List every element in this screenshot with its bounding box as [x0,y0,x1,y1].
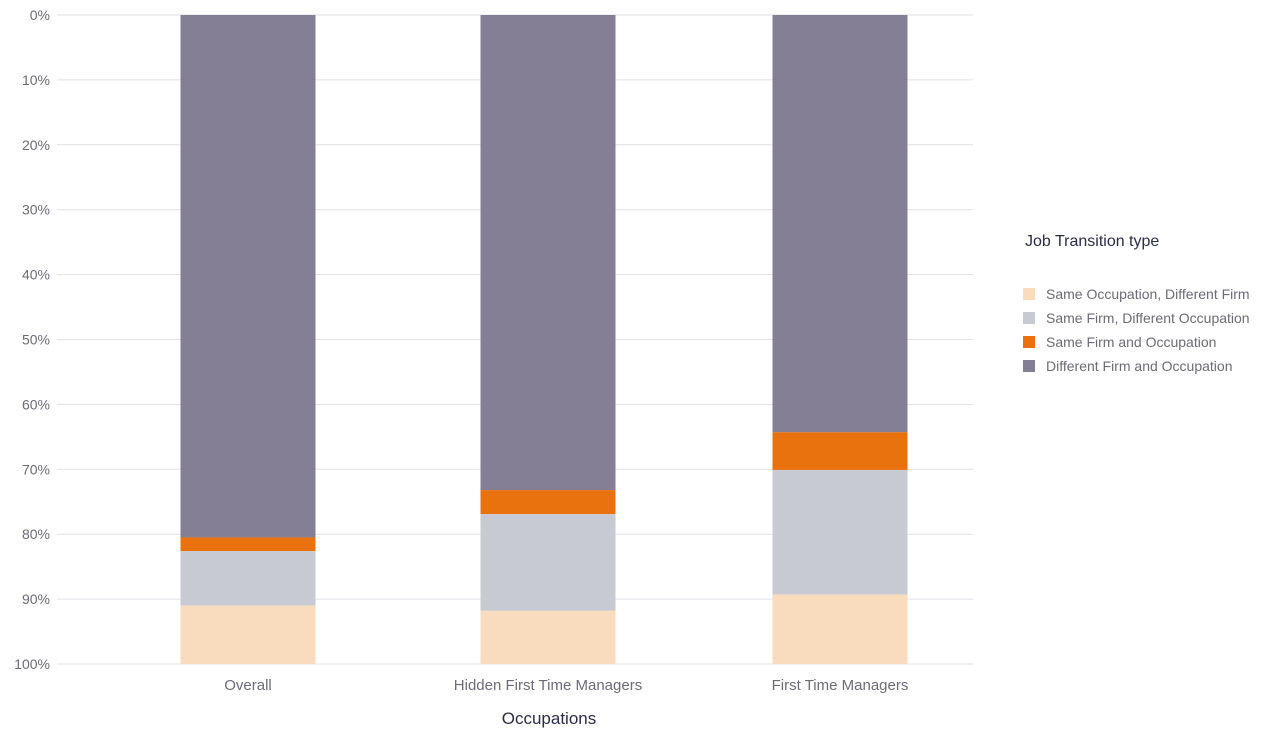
legend-label: Same Firm and Occupation [1046,334,1216,350]
y-tick-label: 20% [22,137,50,153]
y-tick-label: 90% [22,591,50,607]
bar-segment-same-occupation-different-firm [772,594,908,664]
bar-segment-same-firm-and-occupation [180,537,316,552]
x-category-label: Overall [224,677,272,694]
y-tick-label: 10% [22,72,50,88]
legend-swatch [1023,336,1035,348]
legend-swatch [1023,288,1035,300]
bar-segment-same-firm-different-occupation [772,469,908,595]
bar-segment-same-firm-different-occupation [180,551,316,606]
y-tick-label: 40% [22,267,50,283]
legend-label: Different Firm and Occupation [1046,358,1233,374]
legend-swatch [1023,312,1035,324]
y-tick-label: 70% [22,461,50,477]
bar-segment-same-firm-different-occupation [480,514,616,611]
y-tick-label: 80% [22,526,50,542]
y-tick-label: 100% [14,656,50,672]
bar-segment-same-occupation-different-firm [480,610,616,664]
bar-segment-same-firm-and-occupation [772,432,908,470]
legend-label: Same Occupation, Different Firm [1046,286,1250,302]
legend-swatch [1023,360,1035,372]
legend-title: Job Transition type [1025,233,1159,250]
y-tick-label: 30% [22,202,50,218]
legend: Job Transition type Same Occupation, Dif… [1023,233,1250,374]
bars [180,15,908,664]
bar-segment-different-firm-and-occupation [772,15,908,433]
x-axis-categories: Overall Hidden First Time Managers First T… [224,677,908,694]
y-tick-label: 60% [22,396,50,412]
y-tick-label: 0% [30,7,50,23]
legend-label: Same Firm, Different Occupation [1046,310,1250,326]
x-axis-title: Occupations [502,709,597,728]
x-category-label: Hidden First Time Managers [454,677,642,694]
x-category-label: First Time Managers [772,677,909,694]
bar-segment-same-firm-and-occupation [480,490,616,515]
y-axis-ticks: 0% 10% 20% 30% 40% 50% 60% 70% 80% 90% 100% [14,7,50,672]
bar-segment-same-occupation-different-firm [180,605,316,664]
bar-segment-different-firm-and-occupation [480,15,616,491]
legend-items: Same Occupation, Different Firm Same Firm… [1023,286,1250,374]
bar-segment-different-firm-and-occupation [180,15,316,538]
y-tick-label: 50% [22,332,50,348]
